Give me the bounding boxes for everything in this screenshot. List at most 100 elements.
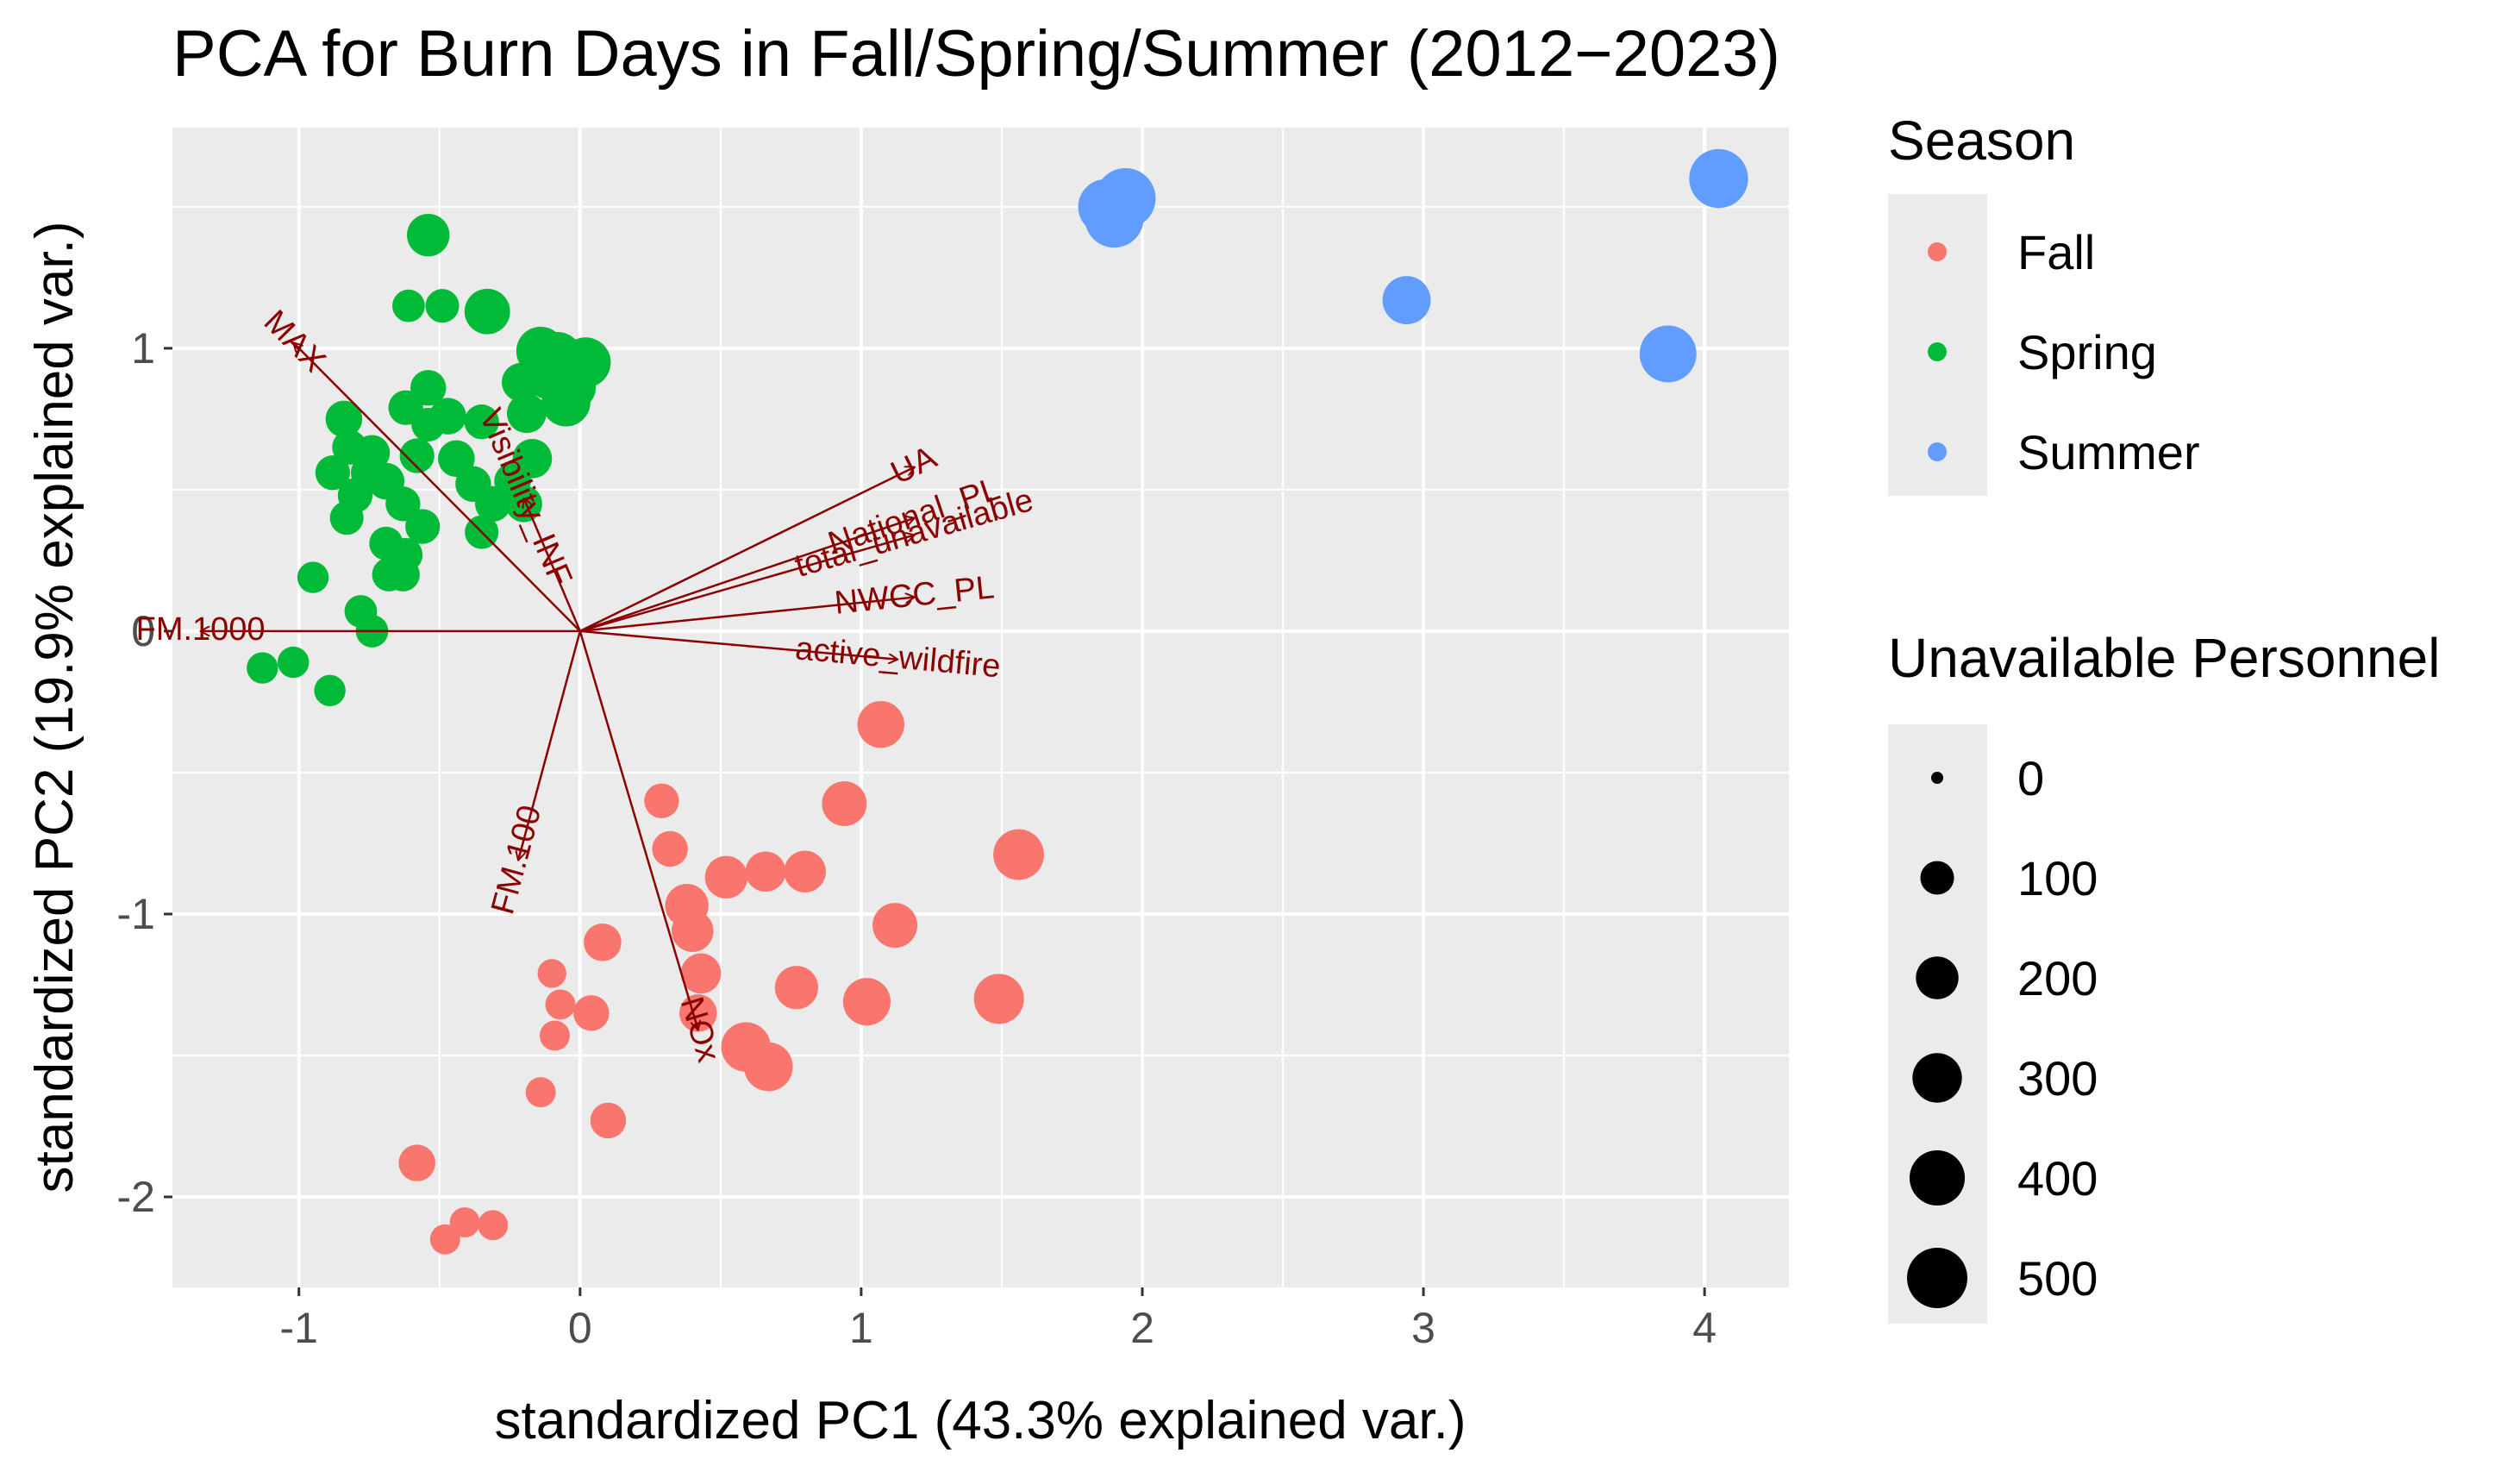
x-tick-label: 4 [1692, 1304, 1716, 1352]
data-point [278, 646, 310, 679]
legend-season-label: Spring [2017, 325, 2157, 379]
legend-season-key [1928, 242, 1947, 261]
data-point [590, 1102, 627, 1139]
legend-size-label: 400 [2017, 1151, 2098, 1206]
data-point [652, 830, 688, 867]
data-point [314, 674, 346, 707]
data-point [1639, 325, 1697, 383]
chart-title: PCA for Burn Days in Fall/Spring/Summer … [172, 17, 1780, 91]
data-point [478, 1210, 509, 1241]
points-layer [247, 148, 1748, 1255]
loading-arrow [579, 518, 915, 633]
data-point [540, 1020, 570, 1051]
data-point [644, 783, 679, 818]
loading-arrow [579, 629, 897, 660]
data-point [385, 557, 420, 592]
data-point [399, 438, 435, 473]
data-point [857, 700, 904, 748]
legend-size-key [1912, 1053, 1962, 1103]
data-point [297, 561, 329, 593]
data-point [545, 989, 576, 1020]
data-point [525, 1077, 556, 1108]
legend-size-label: 100 [2017, 851, 2098, 905]
legend-size-label: 200 [2017, 951, 2098, 1005]
legend-size-key [1909, 1149, 1966, 1206]
data-point [745, 851, 786, 892]
series-spring [247, 213, 611, 707]
data-point [1689, 148, 1748, 209]
data-point [541, 377, 591, 427]
x-tick-label: 1 [849, 1304, 873, 1352]
legend-size-label: 300 [2017, 1051, 2098, 1105]
data-point [392, 289, 425, 323]
data-point [993, 829, 1044, 880]
legend-season-label: Summer [2017, 425, 2200, 479]
data-point [407, 213, 450, 257]
loading-label: FM.1000 [136, 611, 266, 648]
data-point [678, 993, 717, 1032]
data-point [743, 1042, 793, 1092]
data-point [1078, 178, 1134, 235]
x-tick-label: 2 [1130, 1304, 1154, 1352]
axis-layer: -1 0 1 2 3 4 -2 -1 0 1 [117, 324, 1717, 1352]
data-point [774, 966, 819, 1010]
data-point [573, 995, 610, 1031]
loading-arrow [579, 598, 915, 633]
data-point [584, 923, 622, 961]
legend-size-key [1931, 772, 1943, 784]
data-point [672, 910, 714, 952]
legend-size-label: 500 [2017, 1251, 2098, 1306]
grid-layer [172, 128, 1789, 1287]
legend-season-key [1928, 342, 1947, 361]
data-point [973, 974, 1024, 1024]
loading-arrow [579, 535, 915, 633]
data-point [464, 404, 499, 440]
x-tick-label: 0 [568, 1304, 592, 1352]
loading-arrow [518, 630, 582, 861]
x-axis-title: standardized PC1 (43.3% explained var.) [495, 1391, 1466, 1450]
y-tick-label: 1 [131, 324, 155, 373]
data-point [247, 652, 278, 684]
data-point [449, 1207, 480, 1238]
data-point [429, 1224, 460, 1255]
data-point [385, 486, 421, 522]
loading-arrow [578, 630, 698, 1030]
legend-size-title: Unavailable Personnel [1888, 627, 2440, 689]
data-point [410, 370, 447, 406]
legend-size-label: 0 [2017, 751, 2044, 805]
loading-arrow [579, 467, 915, 633]
series-summer [1078, 148, 1748, 383]
data-point [680, 953, 722, 994]
legend-size-keys-bg [1888, 724, 1987, 1324]
y-axis-title: standardized PC2 (19.9% explained var.) [25, 222, 84, 1193]
data-point [425, 289, 460, 323]
data-point [329, 501, 364, 535]
y-tick-label: -2 [117, 1173, 155, 1221]
data-point [784, 850, 826, 893]
data-point [438, 440, 475, 478]
loading-arrow [293, 342, 581, 632]
data-point [1382, 276, 1431, 325]
legend-season-key [1928, 442, 1947, 461]
data-point [704, 855, 748, 899]
legend-layer: Season Fall Spring Summer Unavailable Person… [1888, 110, 2440, 1324]
data-point [822, 781, 867, 827]
x-tick-label: -1 [280, 1304, 318, 1352]
data-point [411, 407, 446, 442]
data-point [842, 978, 891, 1026]
data-point [872, 903, 918, 949]
data-point [398, 1144, 435, 1181]
data-point [325, 400, 363, 438]
data-point [475, 485, 511, 523]
legend-size-key [1907, 1248, 1967, 1308]
data-point [537, 959, 566, 988]
data-point [464, 288, 510, 335]
legend-season-label: Fall [2017, 225, 2095, 279]
y-tick-label: 0 [131, 607, 155, 655]
series-fall [398, 700, 1044, 1255]
legend-season-title: Season [1888, 110, 2075, 172]
legend-size-key [1916, 956, 1959, 999]
y-tick-label: -1 [117, 890, 155, 938]
